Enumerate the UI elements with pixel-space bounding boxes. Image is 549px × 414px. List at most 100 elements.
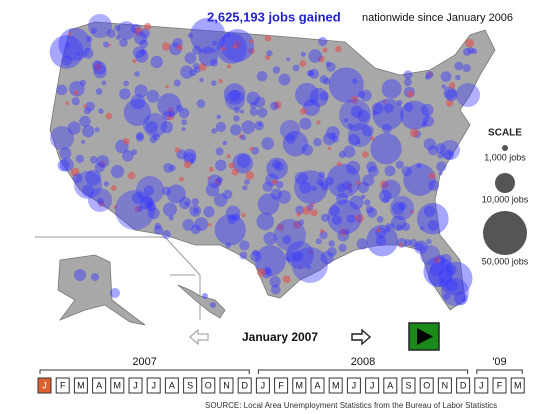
next-button[interactable] (351, 328, 372, 346)
gain-bubble (286, 57, 291, 62)
month-label[interactable]: O (423, 380, 430, 390)
month-box[interactable] (419, 377, 434, 394)
month-label[interactable]: J (133, 380, 138, 390)
month-label[interactable]: M (332, 380, 340, 390)
play-icon[interactable] (417, 328, 433, 345)
month-label[interactable]: M (296, 380, 304, 390)
month-box[interactable] (73, 377, 88, 394)
month-label[interactable]: F (278, 380, 284, 390)
month-box[interactable] (146, 377, 161, 394)
month-box[interactable] (365, 377, 380, 394)
gain-bubble (384, 165, 396, 177)
gain-bubble (381, 179, 401, 199)
month-box[interactable] (401, 377, 416, 394)
gain-bubble (396, 224, 403, 231)
month-box[interactable] (37, 377, 52, 394)
gain-bubble (194, 217, 209, 232)
month-label[interactable]: J (352, 380, 357, 390)
month-label[interactable]: O (205, 380, 212, 390)
gain-bubble (75, 154, 85, 163)
gain-bubble (295, 205, 305, 215)
month-box[interactable] (219, 377, 234, 394)
month-box[interactable] (456, 377, 471, 394)
gain-bubble (327, 247, 337, 257)
month-box[interactable] (237, 377, 252, 394)
month-label[interactable]: D (241, 380, 248, 390)
month-label[interactable]: J (151, 380, 156, 390)
month-box[interactable] (310, 377, 325, 394)
month-box[interactable] (110, 377, 125, 394)
month-label[interactable]: A (96, 380, 102, 390)
gain-bubble (309, 68, 319, 79)
month-label[interactable]: M (114, 380, 122, 390)
gain-bubble (145, 120, 158, 134)
gain-bubble (300, 51, 306, 57)
gain-bubble (383, 103, 394, 114)
month-box[interactable] (274, 377, 289, 394)
gain-bubble (389, 223, 395, 229)
month-box[interactable] (92, 377, 107, 394)
month-label[interactable]: J (370, 380, 375, 390)
month-box[interactable] (255, 377, 270, 394)
month-label[interactable]: M (514, 380, 522, 390)
gain-bubble (396, 99, 403, 106)
gain-bubble (183, 148, 197, 162)
gain-bubble (338, 150, 346, 159)
gain-bubble (443, 86, 457, 100)
gain-bubble (440, 140, 460, 160)
month-box[interactable] (437, 377, 452, 394)
gain-bubble (299, 181, 312, 194)
gain-bubble (308, 49, 323, 63)
month-label[interactable]: F (60, 380, 66, 390)
month-box[interactable] (128, 377, 143, 394)
month-box[interactable] (164, 377, 179, 394)
month-label[interactable]: A (169, 380, 175, 390)
loss-bubble (299, 108, 307, 115)
month-label[interactable]: J (42, 380, 47, 390)
gain-bubble (336, 183, 346, 193)
gain-bubble (262, 181, 273, 192)
gain-bubble (378, 189, 392, 203)
month-label[interactable]: J (479, 380, 484, 390)
gain-bubble (439, 254, 452, 267)
month-box[interactable] (346, 377, 361, 394)
play-button[interactable] (408, 322, 440, 351)
month-label[interactable]: S (405, 380, 411, 390)
gain-bubble (425, 71, 434, 79)
month-label[interactable]: A (314, 380, 320, 390)
scale-dot (502, 145, 508, 151)
month-label[interactable]: N (442, 380, 449, 390)
gain-bubble (442, 259, 447, 264)
month-label[interactable]: N (223, 380, 230, 390)
month-box[interactable] (201, 377, 216, 394)
prev-button[interactable] (189, 328, 209, 346)
gain-bubble (154, 222, 161, 230)
gain-bubble (103, 181, 110, 187)
month-box[interactable] (383, 377, 398, 394)
month-label[interactable]: J (261, 380, 266, 390)
gain-bubble (339, 99, 371, 131)
month-label[interactable]: D (460, 380, 467, 390)
gain-bubble (292, 64, 300, 72)
month-box[interactable] (510, 377, 525, 394)
gain-bubble (152, 132, 160, 141)
loss-bubble (207, 176, 211, 180)
month-box[interactable] (292, 377, 307, 394)
gain-bubble (92, 60, 103, 71)
month-box[interactable] (328, 377, 343, 394)
gain-bubble (143, 113, 167, 137)
gain-bubble (230, 124, 242, 136)
month-box[interactable] (183, 377, 198, 394)
month-label[interactable]: F (497, 380, 503, 390)
month-label[interactable]: M (77, 380, 85, 390)
month-box[interactable] (492, 377, 507, 394)
gain-bubble (211, 40, 218, 46)
month-label[interactable]: S (187, 380, 193, 390)
gain-bubble (435, 143, 446, 154)
month-box[interactable] (55, 377, 70, 394)
month-box[interactable] (474, 377, 489, 394)
source: SOURCE: Local Area Unemployment Statisti… (205, 401, 497, 410)
month-label[interactable]: A (387, 380, 393, 390)
gain-bubble (403, 70, 413, 80)
gain-bubble (67, 121, 81, 135)
